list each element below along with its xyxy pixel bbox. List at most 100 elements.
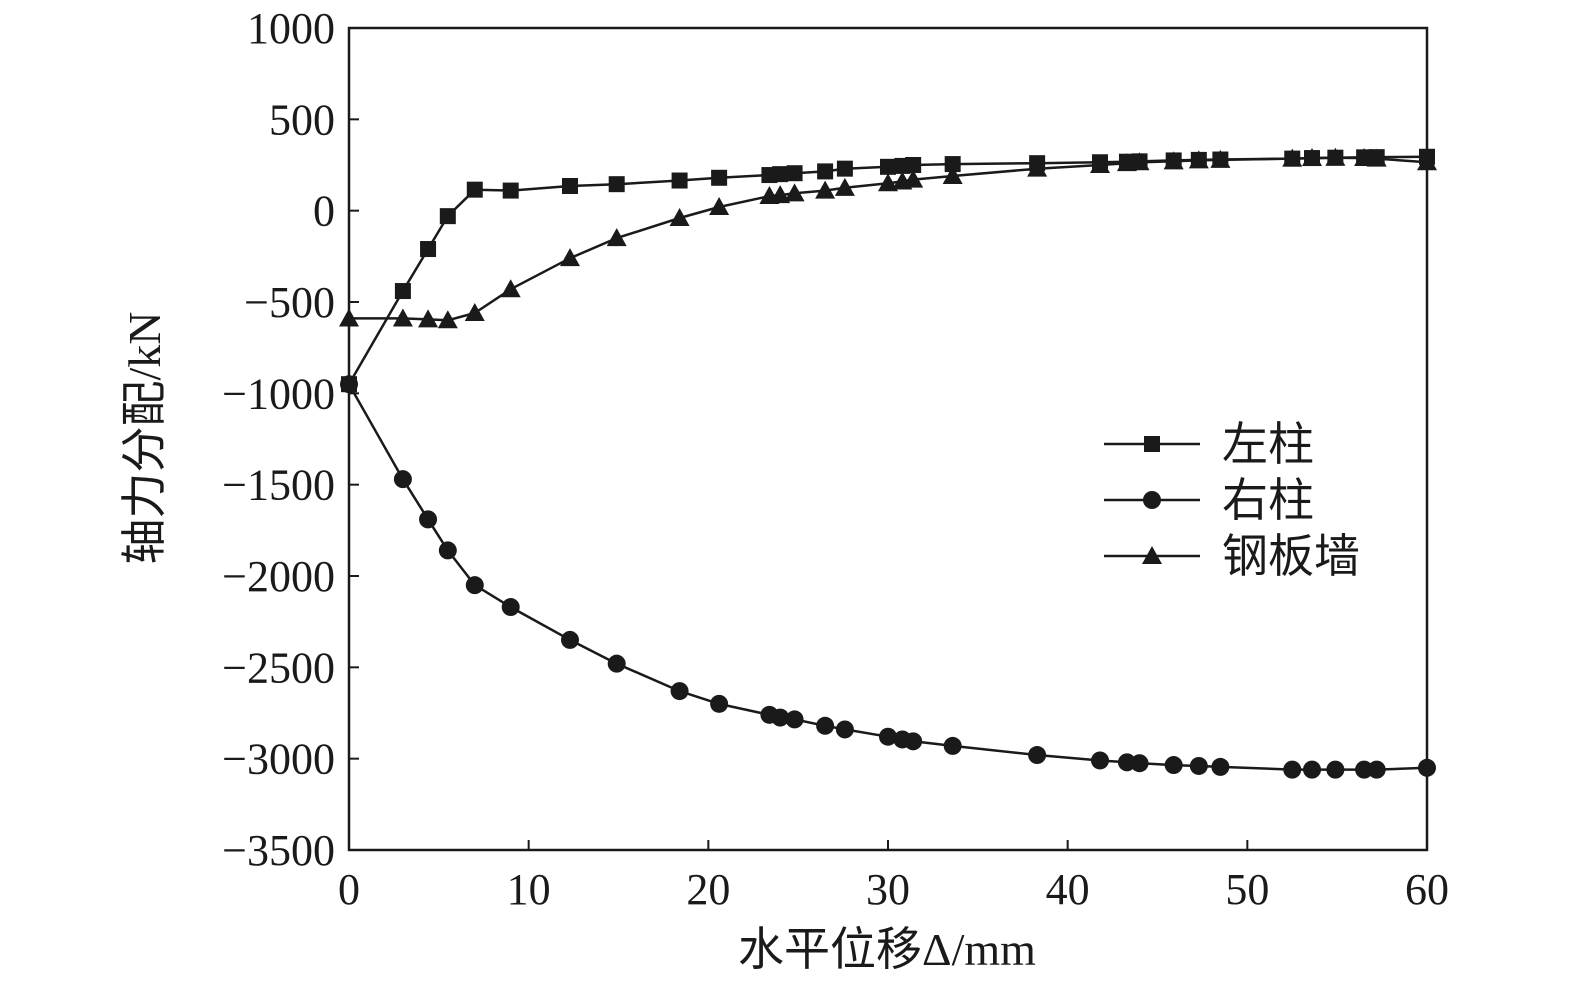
x-tick-label: 30: [866, 865, 910, 914]
data-point: [835, 720, 854, 739]
data-point: [1163, 151, 1184, 170]
data-point: [771, 708, 790, 727]
data-point: [1210, 149, 1231, 168]
data-point: [709, 197, 730, 216]
data-point: [943, 736, 962, 755]
x-axis-label: 水平位移Δ/mm: [738, 924, 1036, 975]
data-point: [418, 309, 439, 328]
x-tick-label: 50: [1225, 865, 1269, 914]
data-point: [671, 172, 688, 189]
data-point: [1130, 754, 1149, 773]
data-point: [608, 176, 625, 193]
data-point: [772, 166, 789, 183]
y-tick-label: 500: [269, 95, 335, 144]
data-point: [437, 310, 458, 329]
data-point: [1354, 148, 1375, 167]
legend-item: 右柱: [1104, 475, 1314, 526]
legend-item: 左柱: [1104, 419, 1314, 470]
data-point: [904, 732, 923, 751]
data-point: [1366, 148, 1387, 167]
legend-label: 钢板墙: [1222, 531, 1360, 582]
data-point: [606, 228, 627, 247]
data-point: [669, 207, 690, 226]
data-point: [438, 541, 457, 560]
data-point: [1283, 760, 1302, 779]
data-point: [1302, 148, 1323, 167]
data-point: [419, 510, 438, 529]
data-point: [1417, 152, 1437, 171]
x-tick-label: 20: [686, 865, 730, 914]
series-triangle: [339, 147, 1437, 329]
data-point: [817, 163, 834, 180]
data-point: [905, 157, 922, 173]
y-tick-label: −500: [244, 278, 335, 327]
data-point: [815, 180, 836, 199]
data-point: [607, 654, 626, 673]
data-point: [944, 156, 961, 173]
series-line: [349, 156, 1428, 322]
y-tick-label: 1000: [247, 4, 335, 53]
data-point: [464, 302, 485, 321]
data-point: [1188, 150, 1209, 169]
y-tick-label: 0: [313, 187, 335, 236]
data-point: [834, 177, 855, 196]
legend-label: 右柱: [1222, 475, 1314, 526]
series-circle: [340, 375, 1436, 779]
data-point: [340, 375, 358, 394]
data-point: [339, 308, 359, 327]
y-tick-label: −2000: [222, 552, 335, 601]
data-point: [903, 169, 924, 188]
y-axis-label: 轴力分配/kN: [119, 312, 170, 565]
legend-marker: [1142, 546, 1162, 564]
y-tick-label: −1500: [222, 461, 335, 510]
data-point: [1189, 756, 1208, 775]
y-tick-label: −1000: [222, 369, 335, 418]
data-point: [394, 283, 411, 300]
data-point: [1090, 155, 1111, 173]
data-point: [500, 279, 521, 298]
data-point: [786, 165, 803, 182]
data-point: [1091, 751, 1110, 770]
legend-marker: [1144, 436, 1160, 452]
data-point: [1326, 760, 1345, 779]
data-point: [1027, 158, 1048, 177]
legend-label: 左柱: [1222, 419, 1314, 470]
data-point: [1303, 760, 1322, 779]
y-tick-label: −3000: [222, 735, 335, 784]
data-point: [393, 470, 412, 489]
data-point: [465, 576, 484, 595]
data-point: [1164, 756, 1183, 775]
data-point: [561, 178, 578, 195]
data-point: [670, 682, 689, 701]
data-point: [1282, 148, 1303, 167]
data-point: [502, 182, 519, 199]
x-tick-label: 60: [1405, 865, 1449, 914]
data-point: [836, 160, 853, 177]
data-point: [1355, 760, 1374, 779]
data-point: [784, 183, 805, 202]
data-point: [785, 710, 804, 729]
data-point: [1367, 760, 1386, 779]
data-point: [711, 169, 728, 186]
y-tick-label: −2500: [222, 643, 335, 692]
series-group: [339, 147, 1437, 779]
data-point: [420, 241, 437, 258]
x-tick-label: 40: [1046, 865, 1090, 914]
data-point: [501, 598, 520, 617]
data-point: [710, 694, 729, 713]
y-tick-label: −3500: [222, 826, 335, 875]
x-tick-label: 10: [507, 865, 551, 914]
data-point: [392, 308, 413, 327]
data-point: [1211, 757, 1230, 776]
data-point: [1129, 152, 1150, 171]
data-point: [878, 173, 898, 192]
data-point: [816, 716, 835, 735]
data-point: [880, 158, 896, 175]
data-point: [559, 248, 580, 267]
axes: 0 10 20 30 40 50 60 1000 500 0 −500 −1000 −1500 −2000…: [222, 4, 1449, 914]
x-tick-label: 0: [338, 865, 360, 914]
data-point: [1028, 746, 1047, 765]
data-point: [1418, 758, 1436, 777]
